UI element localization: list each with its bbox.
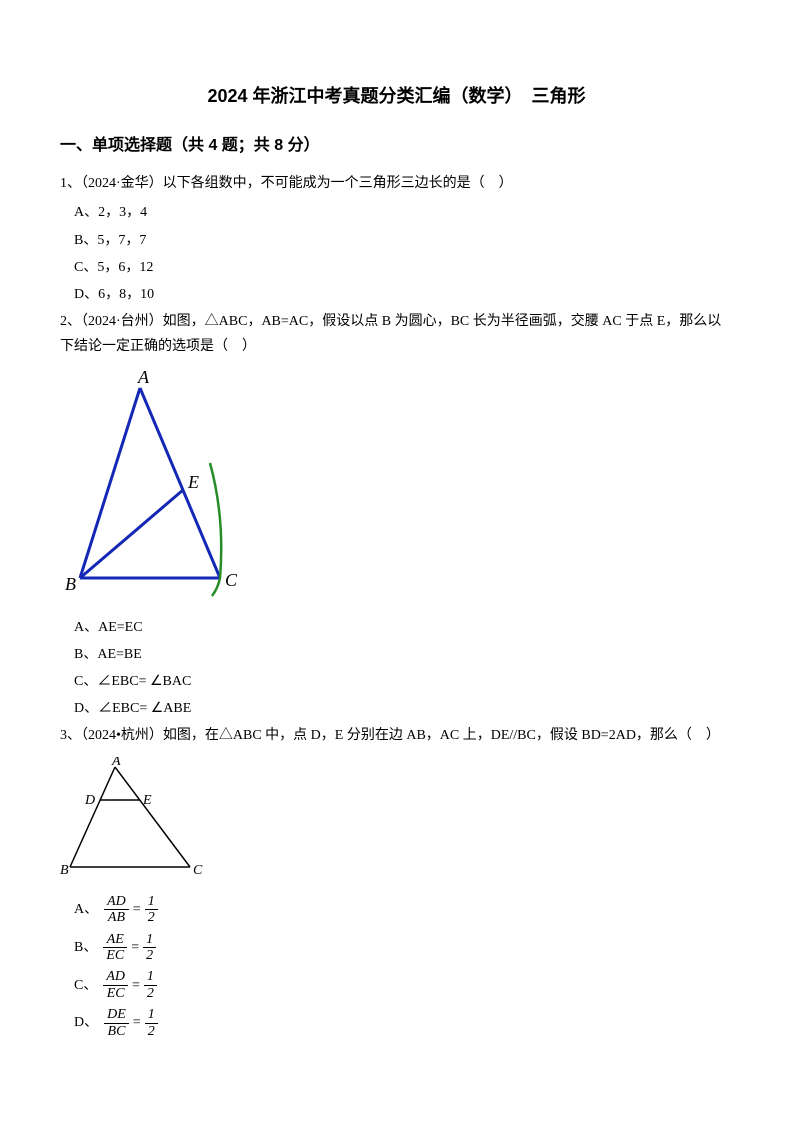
q2-option-b: B、AE=BE — [74, 642, 733, 667]
q3-option-a: A、 AD AB = 1 2 — [74, 894, 733, 926]
q3-option-d-label: D、 — [74, 1010, 98, 1035]
q3-option-a-lhs: AD AB — [104, 894, 129, 926]
q3-option-d-rhs: 1 2 — [145, 1007, 158, 1039]
q3-option-b-label: B、 — [74, 935, 97, 960]
q2-option-d: D、∠EBC= ∠ABE — [74, 696, 733, 721]
q3-option-b-rhs: 1 2 — [143, 932, 156, 964]
svg-text:E: E — [187, 472, 199, 492]
svg-text:B: B — [65, 574, 76, 594]
section-heading: 一、单项选择题（共 4 题；共 8 分） — [60, 132, 733, 161]
svg-text:D: D — [84, 793, 95, 808]
equals-sign: = — [133, 1010, 141, 1035]
svg-text:A: A — [111, 757, 121, 769]
q3-option-c: C、 AD EC = 1 2 — [74, 969, 733, 1001]
q1-option-c: C、5，6，12 — [74, 255, 733, 280]
q2-option-c: C、∠EBC= ∠BAC — [74, 669, 733, 694]
q2-figure: A B C E — [60, 368, 733, 607]
page-title: 2024 年浙江中考真题分类汇编（数学） 三角形 — [60, 80, 733, 112]
svg-text:B: B — [60, 863, 69, 877]
q2-stem: 2、（2024·台州）如图，△ABC，AB=AC，假设以点 B 为圆心，BC 长… — [60, 309, 733, 359]
q3-option-a-rhs: 1 2 — [145, 894, 158, 926]
q2-option-a: A、AE=EC — [74, 615, 733, 640]
q3-figure: A B C D E — [60, 757, 733, 886]
svg-text:C: C — [193, 863, 203, 877]
q3-option-b-lhs: AE EC — [103, 932, 127, 964]
q3-option-d: D、 DE BC = 1 2 — [74, 1007, 733, 1039]
q1-option-d: D、6，8，10 — [74, 282, 733, 307]
svg-text:C: C — [225, 570, 238, 590]
q3-option-c-lhs: AD EC — [103, 969, 128, 1001]
q3-option-c-label: C、 — [74, 973, 97, 998]
equals-sign: = — [133, 897, 141, 922]
q3-option-d-lhs: DE BC — [104, 1007, 129, 1039]
svg-text:E: E — [142, 793, 152, 808]
svg-text:A: A — [137, 368, 150, 387]
q3-option-c-rhs: 1 2 — [144, 969, 157, 1001]
q1-option-b: B、5，7，7 — [74, 228, 733, 253]
equals-sign: = — [131, 935, 139, 960]
q3-stem: 3、（2024•杭州）如图，在△ABC 中，点 D，E 分别在边 AB，AC 上… — [60, 723, 733, 748]
equals-sign: = — [132, 973, 140, 998]
q1-option-a: A、2，3，4 — [74, 200, 733, 225]
q1-stem: 1、（2024·金华）以下各组数中，不可能成为一个三角形三边长的是（ ） — [60, 171, 733, 196]
q3-option-b: B、 AE EC = 1 2 — [74, 932, 733, 964]
q3-option-a-label: A、 — [74, 897, 98, 922]
